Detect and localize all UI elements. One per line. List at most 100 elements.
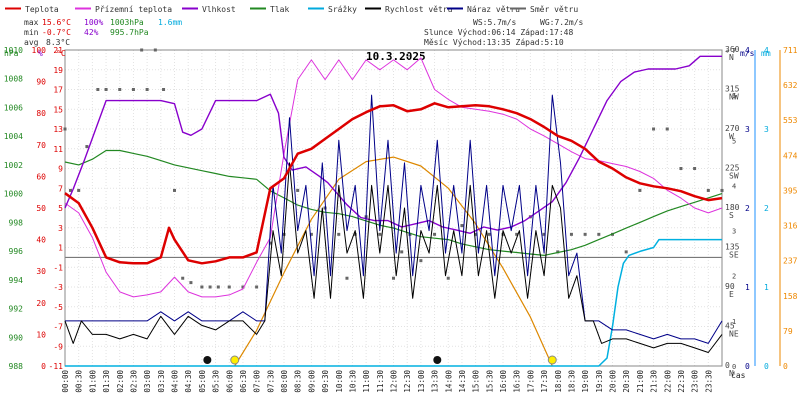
wind-dir-point	[624, 250, 628, 254]
wind-dir-point	[181, 276, 185, 280]
time-tick-label: 19:00	[581, 370, 590, 393]
wind-dir-point	[145, 88, 149, 91]
solar-tick-label: 158	[783, 292, 798, 301]
stat-max-hum: 100%	[84, 18, 103, 27]
press-tick-label: 1008	[4, 75, 23, 84]
time-tick-label: 00:00	[61, 370, 70, 393]
stat-moon: Měsíc Východ:13:35 Západ:5:10	[424, 38, 564, 47]
wind-dir-point	[345, 276, 349, 280]
time-tick-label: 12:30	[403, 370, 412, 393]
wind-dir-point	[162, 88, 166, 91]
dir-tick-label: 315	[725, 85, 740, 94]
mm-unit-label: mm	[761, 49, 771, 58]
press-tick-label: 1004	[4, 132, 23, 141]
time-tick-label: 07:00	[253, 370, 262, 393]
time-tick-label: 14:00	[444, 370, 453, 393]
legend-label: Směr větru	[530, 5, 578, 14]
dir-tick-label: 180	[725, 203, 740, 212]
dir-tick-label: 225	[725, 164, 740, 173]
dir-tick-label: 0	[725, 361, 730, 370]
time-tick-label: 09:00	[307, 370, 316, 393]
wind-dir-point	[720, 188, 724, 192]
wind-dir-point	[96, 88, 100, 91]
wind-tick-label: 3	[732, 228, 736, 236]
stat-min-press: 995.7hPa	[110, 28, 149, 37]
wind-dir-point	[173, 188, 176, 192]
press-tick-label: 1002	[4, 161, 23, 170]
hum-tick-label: 0	[41, 362, 46, 371]
wind-dir-point	[706, 188, 710, 192]
temp-tick-label: -7	[53, 323, 63, 332]
wind-dir-point	[693, 167, 697, 170]
wind-dir-point	[515, 232, 519, 236]
chart-title: 10.3.2025	[366, 50, 426, 63]
time-tick-label: 08:00	[280, 370, 289, 393]
solar-tick-label: 0	[783, 362, 788, 371]
legend-label: Vlhkost	[202, 5, 236, 14]
wind-tick-label: 7	[732, 47, 736, 55]
solar-tick-label: 316	[783, 222, 798, 231]
time-tick-label: 05:30	[212, 370, 221, 393]
rain-line	[65, 238, 722, 367]
legend-label: Přízemní teplota	[95, 5, 172, 14]
dir-tick-label: 135	[725, 243, 740, 252]
wind-dir-point	[131, 88, 135, 91]
chart-legend: Teplota Přízemní teplota Vlhkost Tlak Srážky…	[5, 5, 578, 14]
hum-tick-label: 80	[36, 109, 46, 118]
temp-tick-label: 17	[53, 86, 63, 95]
wind-dir-point	[268, 241, 272, 245]
mm-tick-label: 2	[764, 204, 769, 213]
temp-unit-label: °C	[56, 49, 66, 58]
wind-dir-point	[296, 188, 300, 192]
wind-dir-point	[446, 276, 450, 280]
stats-block: max 15.6°C 100% 1003hPa 1.6mm min -0.7°C…	[24, 18, 584, 47]
mm-tick-label: 3	[764, 125, 769, 134]
dir-tick-label: 90	[725, 282, 735, 291]
stat-max-press: 1003hPa	[110, 18, 144, 27]
chart-axes: 1010100810061004100210009989969949929909…	[4, 45, 798, 393]
hum-tick-label: 40	[36, 236, 46, 245]
temp-tick-label: 13	[53, 125, 63, 134]
hum-tick-label: 20	[36, 299, 46, 308]
ms-tick-label: 4	[745, 46, 750, 55]
time-tick-label: 03:00	[143, 370, 152, 393]
wind-dir-point	[597, 232, 601, 236]
press-tick-label: 988	[9, 362, 24, 371]
time-tick-label: 20:30	[622, 370, 631, 393]
solar-tick-label: 553	[783, 116, 798, 125]
temp-tick-label: 15	[53, 105, 63, 114]
time-tick-label: 11:00	[362, 370, 371, 393]
time-tick-label: 15:00	[472, 370, 481, 393]
wind-dir-point	[337, 232, 341, 236]
press-tick-label: 992	[9, 305, 24, 314]
time-tick-label: 15:30	[485, 370, 494, 393]
dir-tick-label: 270	[725, 124, 740, 133]
time-tick-label: 06:00	[225, 370, 234, 393]
time-tick-label: 10:00	[335, 370, 344, 393]
press-tick-label: 996	[9, 247, 24, 256]
time-tick-label: 09:30	[321, 370, 330, 393]
temp-tick-label: -1	[53, 263, 63, 272]
temp-tick-label: 1	[58, 244, 63, 253]
time-tick-label: 10:30	[348, 370, 357, 393]
wind-dir-point	[638, 188, 642, 192]
solar-tick-label: 395	[783, 186, 798, 195]
temp-tick-label: 11	[53, 145, 63, 154]
ms-tick-label: 1	[745, 283, 750, 292]
dir-tick-name: W	[729, 132, 734, 141]
wind-tick-label: 4	[732, 182, 736, 190]
time-tick-label: 01:00	[88, 370, 97, 393]
hum-tick-label: 10	[36, 330, 46, 339]
time-tick-label: 22:30	[677, 370, 686, 393]
plot-area	[63, 48, 724, 367]
wind-dir-point	[63, 127, 67, 131]
moonrise-marker	[433, 356, 442, 364]
time-tick-label: 07:30	[266, 370, 275, 393]
stat-avg-temp: 8.3°C	[46, 38, 70, 47]
temp-tick-label: 3	[58, 224, 63, 233]
time-tick-label: 21:00	[636, 370, 645, 393]
legend-label: Tlak	[270, 5, 289, 14]
wind-dir-point	[200, 285, 204, 289]
sunset-marker	[547, 355, 557, 365]
wind-dir-point	[665, 127, 669, 131]
